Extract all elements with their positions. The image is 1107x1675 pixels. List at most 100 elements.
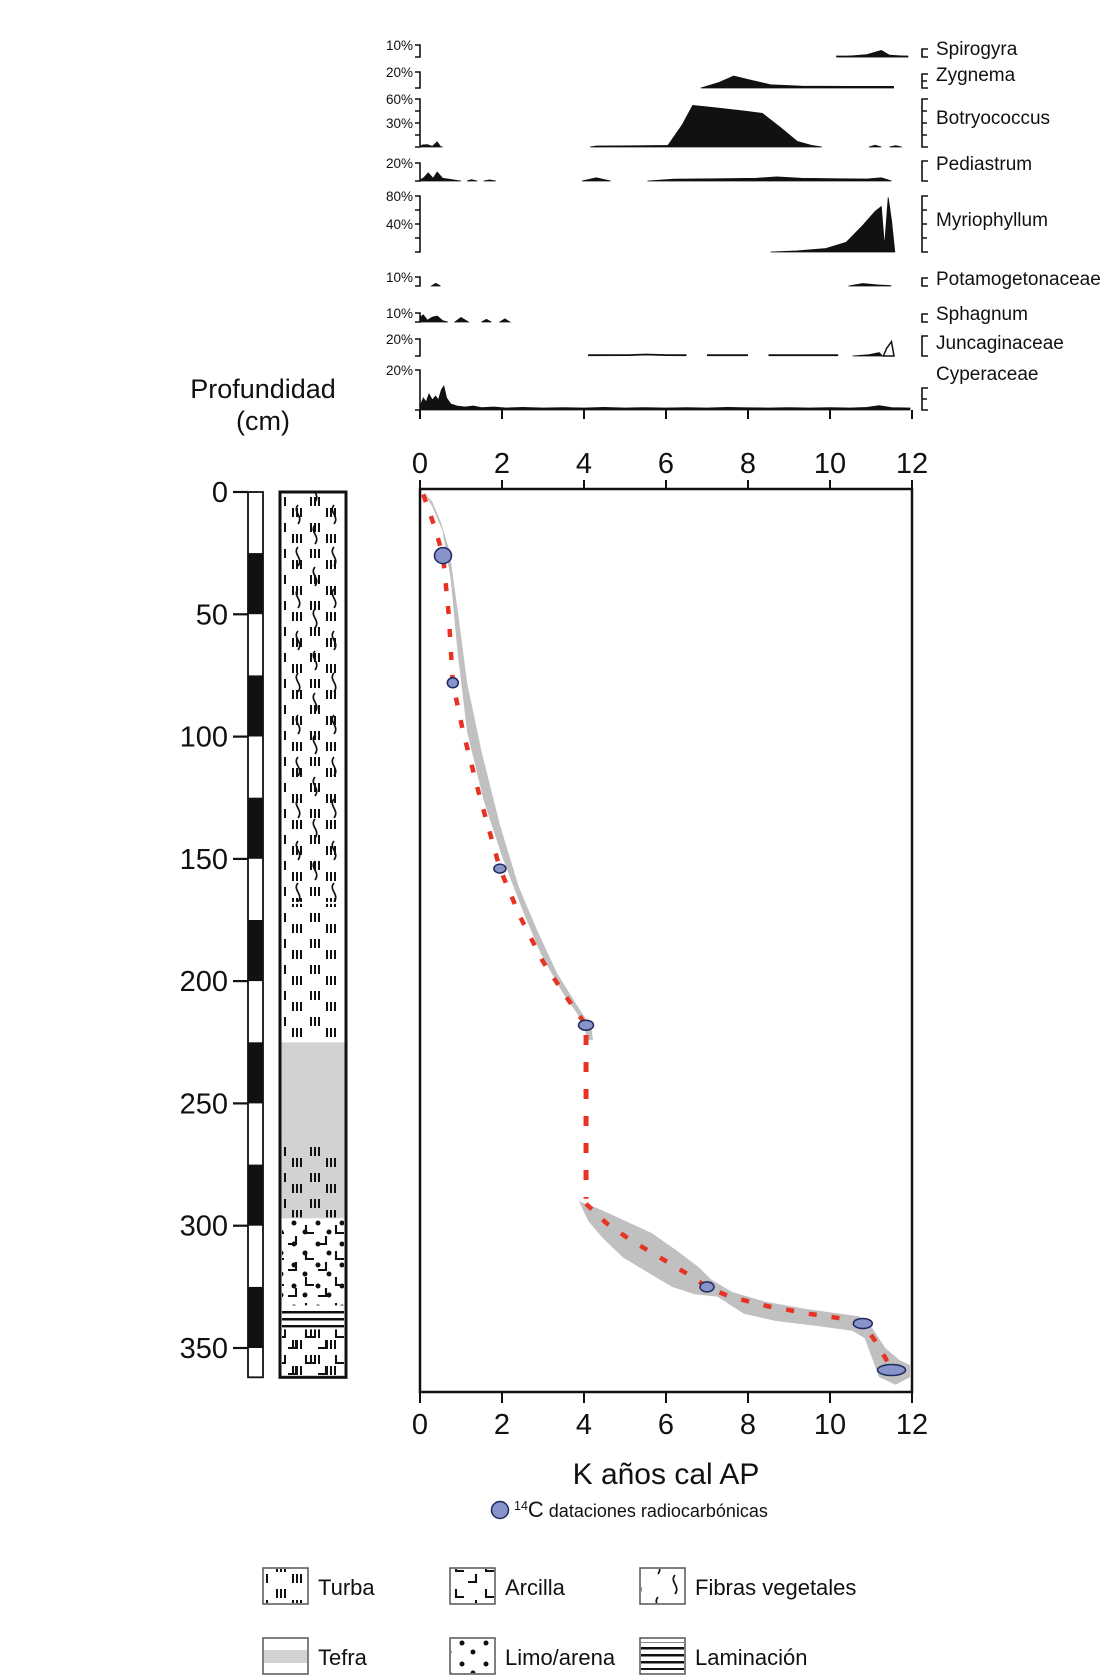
depth-tick-label: 250 <box>180 1088 228 1120</box>
column-section-base <box>280 1042 346 1143</box>
c14-legend: 14C dataciones radiocarbónicas <box>490 1497 768 1522</box>
age-tick-number-top: 12 <box>896 448 928 480</box>
ruler-block <box>248 1286 263 1348</box>
taxa-area-polygon <box>419 384 911 411</box>
ruler-block <box>248 1042 263 1104</box>
arcilla-swatch-icon <box>451 1569 494 1603</box>
taxa-area-polygon <box>770 197 896 253</box>
age-depth-plot: K años cal AP 14C dataciones radiocarbón… <box>418 487 914 1522</box>
taxon-label: Cyperaceae <box>936 364 1038 385</box>
left-scale-bracket <box>415 276 421 287</box>
taxa-row-juncaginaceae: 20% Juncaginaceae <box>386 332 1064 357</box>
ruler-block <box>248 920 263 982</box>
age-plot-content <box>421 492 910 1385</box>
taxa-area-polygon <box>852 352 884 357</box>
taxa-row-pediastrum: 20% Pediastrum <box>386 154 1032 182</box>
right-scale-bracket <box>921 195 928 253</box>
age-tick-number-top: 4 <box>576 448 592 480</box>
left-scale-bracket <box>415 44 421 58</box>
taxa-area-polygon <box>419 314 449 323</box>
column-section-pattern-laminacion <box>282 1307 344 1328</box>
legend-item-fibras: Fibras vegetales <box>639 1567 856 1605</box>
taxa-area-polygon <box>590 104 822 148</box>
uncertainty-envelope-band <box>579 1201 910 1385</box>
left-scale-bracket <box>415 162 421 182</box>
taxon-label: Myriophyllum <box>936 210 1048 231</box>
legend-item-arcilla: Arcilla <box>449 1567 566 1605</box>
age-tick-number-bottom: 8 <box>740 1409 756 1441</box>
legend-label: Fibras vegetales <box>695 1575 856 1600</box>
model-dashed-line <box>584 1202 894 1372</box>
scale-label: 10% <box>386 270 413 285</box>
legend-item-laminacion: Laminación <box>639 1637 808 1675</box>
age-tick-number-top: 0 <box>412 448 428 480</box>
column-section-pattern-fibras <box>282 493 344 902</box>
radiocarbon-date-marker <box>852 1317 874 1330</box>
shared-age-axis: 0 0 2 2 4 4 6 6 8 8 10 10 12 12 <box>412 410 928 1441</box>
age-tick-number-bottom: 6 <box>658 1409 674 1441</box>
radiocarbon-date-marker <box>699 1281 715 1293</box>
radiocarbon-date-marker <box>876 1363 907 1377</box>
taxa-area-polygon <box>647 176 892 182</box>
column-section-pattern-arcilla <box>282 1329 344 1377</box>
right-scale-bracket <box>921 48 928 58</box>
taxon-label: Botryococcus <box>936 108 1050 129</box>
taxon-label: Zygnema <box>936 65 1016 86</box>
taxa-area-polygon <box>848 283 892 287</box>
legend-item-limo: Limo/arena <box>449 1637 616 1675</box>
age-tick-number-bottom: 0 <box>412 1409 428 1441</box>
scale-label: 30% <box>386 116 413 131</box>
taxa-area-polygon <box>889 145 902 148</box>
age-tick-number-top: 6 <box>658 448 674 480</box>
taxa-area-polygon <box>483 179 496 182</box>
age-tick-number-bottom: 12 <box>896 1409 928 1441</box>
legend-label: Laminación <box>695 1645 808 1670</box>
scale-label: 20% <box>386 65 413 80</box>
taxa-row-cyperaceae: 20% Cyperaceae <box>386 363 1038 411</box>
depth-title-line2: (cm) <box>236 406 290 436</box>
column-section-pattern-turba <box>282 1143 344 1218</box>
right-scale-bracket <box>921 277 928 287</box>
taxa-area-polygon <box>581 177 611 182</box>
legend-label: Tefra <box>318 1645 368 1670</box>
right-scale-bracket <box>921 160 928 182</box>
taxa-row-sphagnum: 10% Sphagnum <box>386 304 1028 325</box>
taxa-row-botryococcus: 60% 30% Botryococcus <box>386 92 1050 148</box>
taxa-row-potamogetonaceae: 10% Potamogetonaceae <box>386 269 1101 290</box>
scale-label: 20% <box>386 156 413 171</box>
depth-scale: Profundidad (cm) 0 50 100 150 200 250 300 350 <box>180 374 336 1379</box>
left-scale-bracket <box>415 195 421 253</box>
depth-tick-label: 150 <box>180 844 228 876</box>
taxon-label: Potamogetonaceae <box>936 269 1101 290</box>
taxa-outline-polygon <box>882 339 895 357</box>
taxa-trace-line <box>588 353 687 357</box>
c14-dot-icon <box>490 1500 510 1520</box>
ruler-block <box>248 1164 263 1226</box>
legend-label: Arcilla <box>505 1575 566 1600</box>
taxa-area-polygon <box>466 179 478 182</box>
scale-label: 20% <box>386 363 413 378</box>
ruler-block <box>248 553 263 615</box>
scale-label: 10% <box>386 38 413 53</box>
right-scale-bracket <box>921 335 928 357</box>
right-scale-bracket <box>921 98 928 148</box>
age-tick-number-bottom: 2 <box>494 1409 510 1441</box>
depth-tick-label: 300 <box>180 1211 228 1243</box>
tefra-swatch-icon <box>264 1650 307 1663</box>
radiocarbon-date-marker <box>446 677 460 689</box>
depth-title-line1: Profundidad <box>190 374 336 404</box>
column-section-pattern-arcilla <box>282 1219 344 1306</box>
legend-item-turba: Turba <box>262 1567 375 1605</box>
uncertainty-envelope-band <box>423 492 593 1040</box>
taxa-area-polygon <box>481 318 492 323</box>
left-scale-bracket <box>415 338 421 357</box>
depth-ruler: 0 50 100 150 200 250 300 350 <box>180 477 264 1379</box>
taxa-area-polygon <box>453 317 470 323</box>
legend: Turba Arcilla Fibras vegetales Tefra Lim… <box>262 1567 856 1675</box>
ruler-block <box>248 797 263 859</box>
plot-border <box>418 487 914 1394</box>
left-scale-bracket <box>415 98 421 148</box>
taxon-label: Spirogyra <box>936 39 1018 60</box>
